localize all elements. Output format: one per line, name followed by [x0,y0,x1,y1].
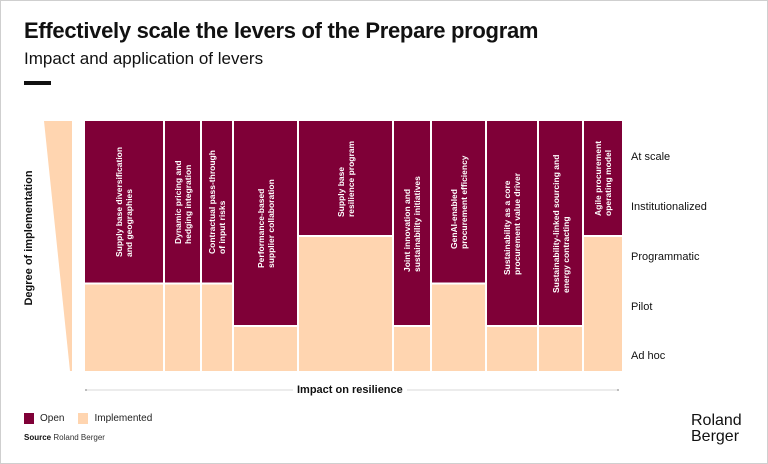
implementation-wedge [44,121,72,371]
x-axis-start-dot [85,389,87,391]
bar-implemented [234,327,297,371]
level-at-scale: At scale [631,151,671,163]
x-axis-label: Impact on resilience [293,384,407,396]
legend-swatch-implemented [78,413,89,424]
bar-implemented [432,284,485,371]
column-label: Supply base resilience program [335,140,356,217]
legend-swatch-open [24,413,34,424]
logo-line-1: Roland [691,412,742,429]
bar-open [202,121,232,283]
x-axis-end-dot [617,389,619,391]
page-title: Effectively scale the levers of the Prep… [24,18,539,43]
level-programmatic: Programmatic [631,251,700,263]
legend: Open Implemented [24,413,166,424]
bar-implemented [539,327,582,371]
bar-open [394,121,430,325]
bar-implemented [165,284,200,371]
bar-open [539,121,582,325]
source-text: Roland Berger [53,433,105,442]
bar-implemented [85,284,163,371]
column-label: Dynamic pricing and hedging integration [172,160,193,245]
column-label: Sustainability-linked sourcing and energ… [550,154,571,293]
bar-open [234,121,297,325]
title-rule [24,81,51,85]
roland-berger-logo: Roland Berger [691,413,742,445]
bar-implemented [202,284,232,371]
column-label: Agile procurement operating model [593,140,613,216]
bar-open [487,121,537,325]
level-pilot: Pilot [631,301,653,313]
bar-open [165,121,200,283]
bar-implemented [487,327,537,371]
bar-implemented [584,237,622,371]
bar-open [85,121,163,283]
source-label: Source [24,433,52,442]
level-ad-hoc: Ad hoc [631,350,666,362]
legend-label-implemented: Implemented [94,413,153,424]
column-label: Supply base diversification and geograph… [114,147,134,258]
bar-open [299,121,392,235]
legend-label-open: Open [40,413,65,424]
page-subtitle: Impact and application of levers [24,49,264,68]
column-label: Performance-based supplier collaboration [255,179,276,268]
bar-implemented [299,237,392,371]
logo-line-2: Berger [691,428,740,445]
column-label: Joint innovation and sustainability init… [402,175,422,272]
column-label: Contractual pass-through of input risks [207,150,227,255]
column-label: Sustainability as a core procurement val… [502,172,522,275]
bar-open [432,121,485,283]
source-note: Source Roland Berger [24,433,105,442]
level-institutionalized: Institutionalized [631,201,707,213]
bar-open [584,121,622,235]
bar-implemented [394,327,430,371]
column-label: GenAI-enabled procurement efficiency [448,155,469,250]
